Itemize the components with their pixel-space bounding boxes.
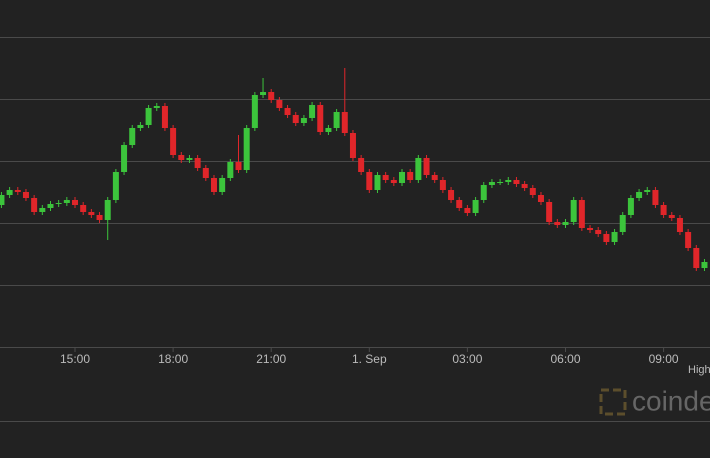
candle-body (537, 195, 544, 202)
candle-body (358, 158, 365, 172)
candle-body (685, 232, 692, 248)
candle-body (96, 215, 103, 220)
candle-body (660, 205, 667, 215)
x-tick-label: 21:00 (256, 352, 286, 366)
candle-body (161, 106, 168, 128)
candle-body (63, 200, 70, 203)
candle-body (227, 162, 234, 178)
x-tick-label: 15:00 (60, 352, 90, 366)
candle-body (178, 155, 185, 160)
candle-body (39, 208, 46, 212)
candle-body (431, 175, 438, 180)
candle-body (407, 172, 414, 180)
candle-body (268, 92, 275, 100)
candle-body (129, 128, 136, 145)
candle-body (325, 128, 332, 132)
candle-body (243, 128, 250, 170)
candle-body (587, 228, 594, 230)
candle-body (284, 108, 291, 115)
candle-body (186, 158, 193, 160)
candle-body (382, 175, 389, 180)
x-tick-label: 03:00 (452, 352, 482, 366)
candle-body (112, 172, 119, 200)
watermark: coindesk (632, 385, 710, 416)
candle-body (636, 192, 643, 198)
candle-body (423, 158, 430, 175)
candle-body (6, 190, 13, 195)
candle-body (104, 200, 111, 220)
candle-body (0, 195, 5, 205)
x-tick-label: 18:00 (158, 352, 188, 366)
candle-body (121, 145, 128, 172)
candle-body (170, 128, 177, 155)
candle-body (448, 190, 455, 200)
watermark-logo (599, 388, 627, 416)
candle-body (464, 208, 471, 213)
candle-body (562, 222, 569, 225)
candle-body (456, 200, 463, 208)
candle-body (480, 185, 487, 200)
candle-body (88, 212, 95, 215)
candle-body (235, 162, 242, 170)
candle-body (194, 158, 201, 168)
logo-mark (599, 388, 627, 416)
candle-body (611, 232, 618, 242)
candle-body (513, 180, 520, 184)
candle-body (202, 168, 209, 178)
candle-body (693, 248, 700, 268)
candle-body (47, 204, 54, 208)
candle-body (72, 200, 79, 205)
candle-body (521, 184, 528, 188)
candle-body (292, 115, 299, 123)
candle-body (570, 200, 577, 222)
candle-body (349, 133, 356, 158)
candle-body (676, 218, 683, 232)
candle-body (505, 180, 512, 182)
candle-body (497, 182, 504, 183)
candle-body (137, 125, 144, 128)
candle-body (627, 198, 634, 215)
x-tick-label: 06:00 (550, 352, 580, 366)
candle-body (595, 230, 602, 234)
candle-body (251, 95, 258, 128)
candle-body (260, 92, 267, 95)
candle-body (668, 215, 675, 218)
candle-body (153, 106, 160, 108)
candle-body (603, 234, 610, 242)
candle-body (390, 180, 397, 183)
candle-body (31, 198, 38, 212)
candle-body (366, 172, 373, 190)
candle-body (701, 262, 708, 268)
candle-body (210, 178, 217, 192)
candle-body (399, 172, 406, 183)
x-tick-label: 1. Sep (352, 352, 387, 366)
candle-body (55, 203, 62, 204)
candle-body (554, 222, 561, 225)
candle-body (341, 112, 348, 133)
candle-body (309, 105, 316, 118)
candle-body (22, 192, 29, 198)
candle-body (317, 105, 324, 132)
legend-label: High (688, 364, 710, 376)
candle-body (14, 190, 21, 192)
candle-body (300, 118, 307, 123)
candle-body (439, 180, 446, 190)
candle-body (80, 205, 87, 212)
candle-body (374, 175, 381, 190)
candle-body (529, 188, 536, 195)
candle-body (333, 112, 340, 128)
candle-body (145, 108, 152, 125)
candle-body (415, 158, 422, 180)
candle-body (276, 100, 283, 108)
candle-body (472, 200, 479, 213)
candle-body (488, 182, 495, 185)
x-tick-label: 09:00 (649, 352, 679, 366)
candle-body (219, 178, 226, 192)
candle-body (644, 190, 651, 192)
candle-body (619, 215, 626, 232)
candle-body (652, 190, 659, 205)
candle-body (546, 202, 553, 222)
candle-body (578, 200, 585, 228)
